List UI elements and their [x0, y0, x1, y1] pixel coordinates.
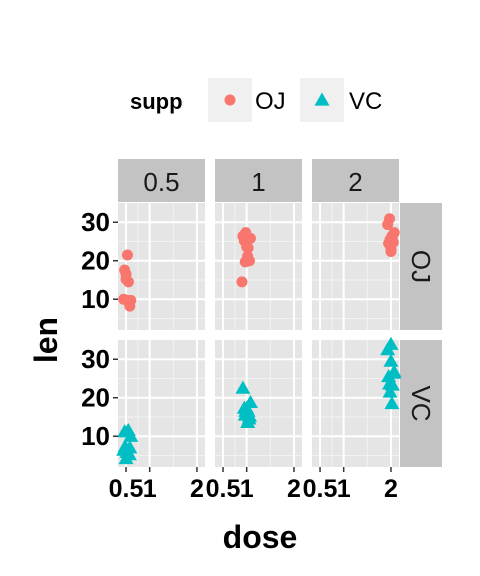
facet-strip-row-label: VC	[406, 385, 436, 421]
x-tick-label: 1	[337, 475, 351, 503]
data-point-vc	[384, 396, 400, 410]
data-point-oj	[121, 249, 133, 261]
legend: supp OJ VC	[130, 78, 382, 122]
data-point-vc	[386, 364, 402, 378]
legend-label-oj: OJ	[255, 88, 286, 115]
data-point-vc	[122, 440, 138, 454]
y-tick-label: 10	[81, 284, 110, 314]
x-tick-label: 1	[240, 475, 254, 503]
facet-strip-col-2	[215, 159, 302, 202]
y-tick-label: 30	[81, 207, 110, 237]
panel-OJ-0.5	[118, 203, 205, 330]
panel-OJ-1	[215, 203, 302, 330]
data-point-vc	[235, 380, 251, 394]
facet-strip-row-label: OJ	[406, 250, 436, 283]
data-point-vc	[242, 394, 258, 408]
data-point-vc	[121, 447, 137, 461]
data-points	[116, 213, 402, 465]
facet-strip-col-3	[312, 159, 399, 202]
data-point-vc	[237, 407, 253, 421]
y-tick-label: 10	[81, 421, 110, 451]
legend-marker-vc	[314, 92, 330, 106]
legend-marker-oj	[224, 94, 236, 106]
y-tick-label: 20	[81, 383, 110, 413]
data-point-oj	[240, 227, 252, 239]
facet-strip-col-label: 2	[348, 167, 362, 197]
facet-strip-col-1	[118, 159, 205, 202]
data-point-oj	[236, 276, 248, 288]
panel-VC-2	[312, 340, 399, 467]
x-tick-label: 0.5	[109, 475, 144, 503]
data-point-oj	[242, 250, 254, 262]
data-point-oj	[120, 268, 132, 280]
data-point-oj	[125, 294, 137, 306]
data-point-oj	[385, 243, 397, 255]
panel-background	[215, 203, 302, 330]
panel-background	[312, 340, 399, 467]
legend-label-vc: VC	[349, 88, 382, 115]
x-tick-label: 0.5	[303, 475, 338, 503]
data-point-oj	[382, 219, 394, 231]
facet-strip-col-label: 1	[251, 167, 265, 197]
x-tick-label: 2	[384, 475, 398, 503]
facet-strips: 0.5 1 2 OJ VC	[118, 159, 442, 467]
panel-background	[215, 340, 302, 467]
x-tick-label: 1	[143, 475, 157, 503]
y-tick-label: 20	[81, 246, 110, 276]
facet-strip-col-label: 0.5	[143, 167, 179, 197]
data-point-vc	[384, 377, 400, 391]
legend-title: supp	[130, 89, 183, 114]
facet-panels	[118, 203, 399, 467]
facet-strip-row-1	[400, 203, 442, 330]
data-point-vc	[117, 424, 133, 438]
data-point-vc	[382, 384, 398, 398]
facet-strip-row-2	[400, 340, 442, 467]
x-tick-label: 0.5	[206, 475, 241, 503]
data-point-oj	[388, 227, 400, 239]
y-axis-label: len	[28, 317, 64, 363]
x-axis-label: dose	[223, 519, 298, 555]
panel-VC-1	[215, 340, 302, 467]
x-tick-label: 2	[287, 475, 301, 503]
data-point-vc	[383, 353, 399, 367]
data-point-vc	[380, 342, 396, 356]
x-tick-label: 2	[190, 475, 204, 503]
y-tick-label: 30	[81, 344, 110, 374]
